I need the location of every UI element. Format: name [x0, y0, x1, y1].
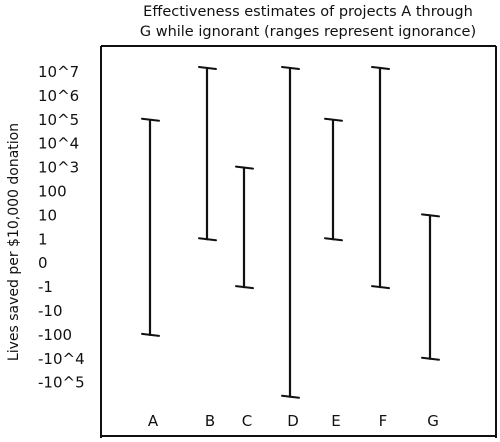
- range-top-cap: [421, 213, 440, 218]
- y-axis-label: Lives saved per $10,000 donation: [6, 123, 22, 361]
- y-tick-label: 1: [38, 230, 48, 248]
- y-tick-label: 10^4: [38, 135, 79, 153]
- range-top-cap: [198, 66, 217, 70]
- range-bar-c: [235, 165, 254, 290]
- y-tick-label: -10: [38, 302, 63, 320]
- range-top-cap: [281, 66, 300, 70]
- range-bar-a: [141, 117, 160, 337]
- y-tick-label: 100: [38, 183, 67, 201]
- y-tick-label: 10: [38, 206, 57, 224]
- range-bottom-cap: [421, 356, 440, 361]
- range-bottom-cap: [324, 237, 343, 242]
- range-bars: [141, 66, 440, 399]
- y-tick-labels: 10^710^610^510^410^31001010-1-10-100-10^…: [38, 63, 85, 392]
- range-top-cap: [324, 117, 343, 122]
- x-category-label: A: [148, 412, 159, 430]
- range-top-cap: [141, 117, 160, 122]
- y-tick-label: -100: [38, 326, 72, 344]
- y-tick-label: -1: [38, 278, 53, 296]
- x-category-label: G: [427, 412, 439, 430]
- range-bottom-cap: [371, 285, 390, 290]
- y-tick-label: 10^5: [38, 111, 79, 129]
- chart-title: Effectiveness estimates of projects A th…: [140, 4, 476, 40]
- range-top-cap: [235, 165, 254, 170]
- plot-frame: [100, 45, 497, 438]
- y-tick-label: 10^3: [38, 159, 79, 177]
- chart-title-line-2: G while ignorant (ranges represent ignor…: [140, 24, 476, 40]
- y-tick-label: 0: [38, 254, 48, 272]
- range-bottom-cap: [198, 237, 217, 242]
- y-tick-label: -10^4: [38, 350, 85, 368]
- range-bar-d: [281, 66, 300, 399]
- y-tick-label: -10^5: [38, 374, 85, 392]
- y-tick-label: 10^6: [38, 87, 79, 105]
- range-bar-e: [324, 117, 343, 242]
- x-category-labels: A B C D E F G: [148, 412, 439, 430]
- range-bar-g: [421, 213, 440, 361]
- x-category-label: E: [331, 412, 340, 430]
- range-bar-b: [198, 66, 217, 242]
- x-category-label: D: [287, 412, 299, 430]
- x-category-label: F: [379, 412, 388, 430]
- x-category-label: C: [242, 412, 252, 430]
- x-category-label: B: [205, 412, 215, 430]
- range-bar-f: [371, 66, 390, 290]
- y-tick-label: 10^7: [38, 63, 79, 81]
- range-top-cap: [371, 66, 390, 70]
- chart-title-line-1: Effectiveness estimates of projects A th…: [143, 4, 473, 20]
- range-bottom-cap: [141, 332, 160, 337]
- range-bottom-cap: [281, 394, 300, 399]
- range-bottom-cap: [235, 285, 254, 290]
